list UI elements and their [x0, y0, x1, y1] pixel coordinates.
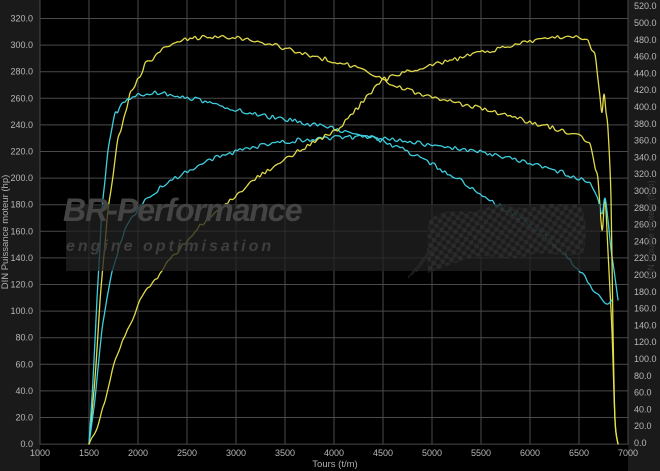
svg-text:460.0: 460.0	[634, 52, 657, 62]
svg-text:120.0: 120.0	[634, 337, 657, 347]
svg-text:260.0: 260.0	[10, 93, 33, 103]
svg-text:420.0: 420.0	[634, 85, 657, 95]
svg-text:3500: 3500	[275, 448, 295, 458]
svg-text:300.0: 300.0	[10, 40, 33, 50]
svg-text:140.0: 140.0	[10, 253, 33, 263]
svg-text:4500: 4500	[373, 448, 393, 458]
svg-text:80.0: 80.0	[15, 333, 33, 343]
svg-text:100.0: 100.0	[634, 354, 657, 364]
svg-text:160.0: 160.0	[10, 226, 33, 236]
svg-text:engine optimisation: engine optimisation	[66, 238, 274, 255]
svg-text:20.0: 20.0	[634, 421, 652, 431]
svg-text:3000: 3000	[226, 448, 246, 458]
svg-text:80.0: 80.0	[634, 371, 652, 381]
svg-text:200.0: 200.0	[10, 173, 33, 183]
svg-text:4000: 4000	[324, 448, 344, 458]
svg-text:480.0: 480.0	[634, 35, 657, 45]
svg-text:1000: 1000	[30, 448, 50, 458]
svg-text:320.0: 320.0	[634, 169, 657, 179]
svg-text:360.0: 360.0	[634, 136, 657, 146]
svg-text:220.0: 220.0	[10, 147, 33, 157]
svg-text:5000: 5000	[422, 448, 442, 458]
svg-text:40.0: 40.0	[634, 404, 652, 414]
svg-text:DIN Couple moteur (Nm): DIN Couple moteur (Nm)	[646, 180, 656, 280]
svg-text:5500: 5500	[471, 448, 491, 458]
svg-text:60.0: 60.0	[634, 388, 652, 398]
svg-text:6000: 6000	[520, 448, 540, 458]
svg-text:BR-Performance: BR-Performance	[63, 192, 302, 228]
svg-text:340.0: 340.0	[634, 152, 657, 162]
svg-text:380.0: 380.0	[634, 119, 657, 129]
svg-text:40.0: 40.0	[15, 386, 33, 396]
svg-text:100.0: 100.0	[10, 306, 33, 316]
svg-text:320.0: 320.0	[10, 14, 33, 24]
svg-text:140.0: 140.0	[634, 320, 657, 330]
svg-text:0.0: 0.0	[634, 438, 647, 448]
svg-text:160.0: 160.0	[634, 304, 657, 314]
svg-text:440.0: 440.0	[634, 68, 657, 78]
svg-text:1500: 1500	[79, 448, 99, 458]
svg-text:240.0: 240.0	[10, 120, 33, 130]
svg-text:60.0: 60.0	[15, 359, 33, 369]
svg-text:2500: 2500	[177, 448, 197, 458]
svg-text:7000: 7000	[618, 448, 638, 458]
svg-text:20.0: 20.0	[15, 413, 33, 423]
svg-text:400.0: 400.0	[634, 102, 657, 112]
svg-text:6500: 6500	[569, 448, 589, 458]
svg-text:Tours (t/m): Tours (t/m)	[312, 459, 357, 470]
svg-text:520.0: 520.0	[634, 1, 657, 11]
svg-text:180.0: 180.0	[634, 287, 657, 297]
svg-text:DIN Puissance moteur (hp): DIN Puissance moteur (hp)	[0, 175, 11, 290]
svg-text:2000: 2000	[128, 448, 148, 458]
svg-text:280.0: 280.0	[10, 67, 33, 77]
svg-text:180.0: 180.0	[10, 200, 33, 210]
svg-text:500.0: 500.0	[634, 18, 657, 28]
svg-text:120.0: 120.0	[10, 280, 33, 290]
